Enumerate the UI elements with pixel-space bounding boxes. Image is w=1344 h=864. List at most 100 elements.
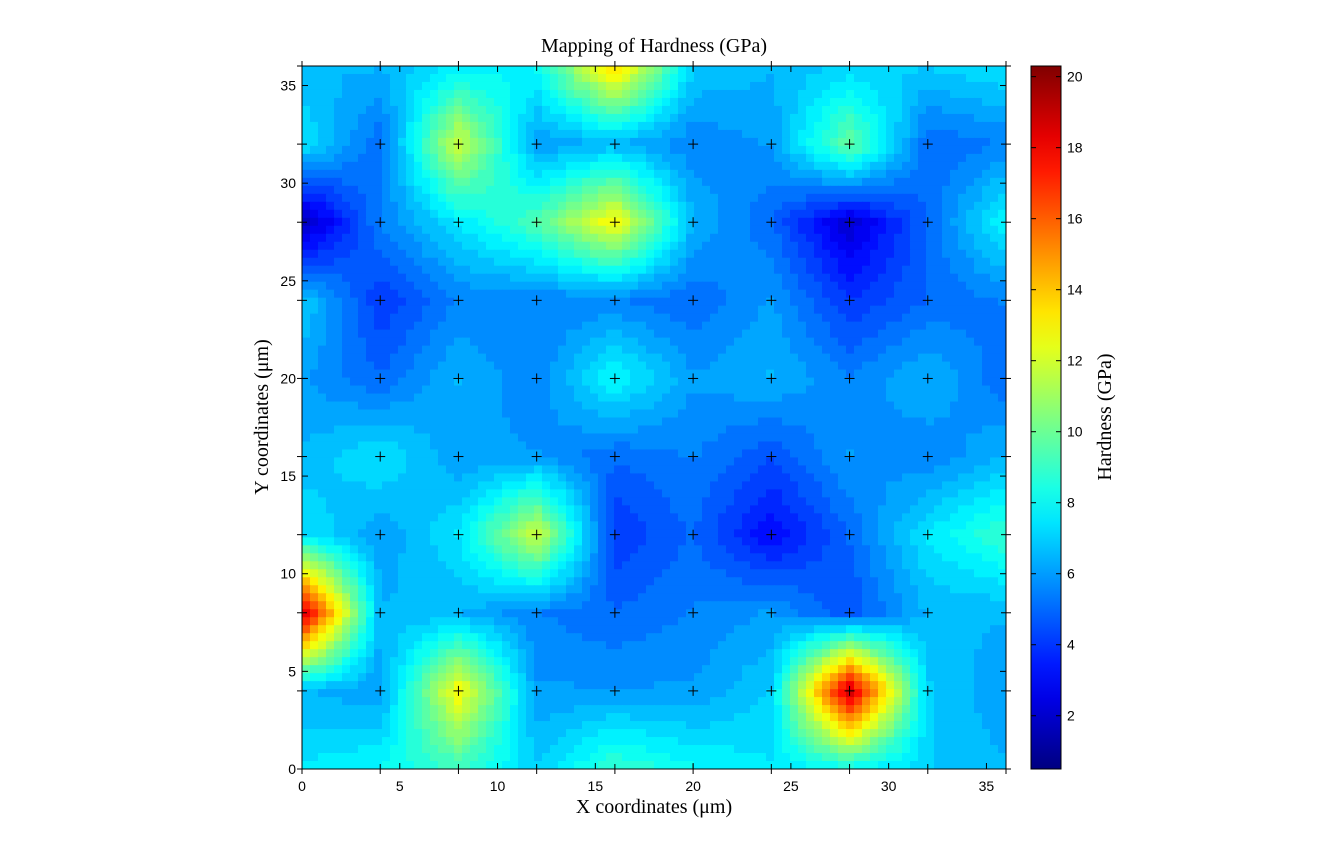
contour-cell xyxy=(406,337,415,347)
contour-cell xyxy=(670,481,679,490)
contour-cell xyxy=(910,209,919,219)
contour-cell xyxy=(870,249,879,259)
contour-cell xyxy=(638,233,647,243)
contour-cell xyxy=(414,465,423,475)
contour-cell xyxy=(382,465,391,475)
contour-cell xyxy=(654,145,663,155)
contour-cell xyxy=(382,441,391,451)
contour-cell xyxy=(374,393,383,403)
contour-cell xyxy=(694,313,703,323)
contour-cell xyxy=(350,361,359,371)
contour-cell xyxy=(654,385,663,395)
contour-cell xyxy=(910,417,919,427)
contour-cell xyxy=(494,257,503,267)
contour-cell xyxy=(326,369,335,379)
contour-cell xyxy=(630,233,639,243)
contour-cell xyxy=(910,73,919,83)
contour-cell xyxy=(478,489,487,498)
contour-cell xyxy=(302,377,311,387)
contour-cell xyxy=(406,217,415,227)
contour-cell xyxy=(774,225,783,235)
contour-cell xyxy=(662,73,671,83)
contour-cell xyxy=(646,73,655,83)
contour-cell xyxy=(974,241,983,251)
contour-cell xyxy=(982,81,991,91)
contour-cell xyxy=(830,137,839,147)
contour-cell xyxy=(318,297,327,307)
contour-cell xyxy=(302,305,311,315)
contour-cell xyxy=(438,489,447,498)
contour-cell xyxy=(814,329,823,339)
contour-cell xyxy=(838,473,847,483)
contour-cell xyxy=(342,361,351,371)
contour-cell xyxy=(990,377,999,387)
contour-cell xyxy=(310,137,319,147)
contour-cell xyxy=(590,185,599,195)
contour-cell xyxy=(646,225,655,235)
contour-cell xyxy=(510,433,519,443)
contour-cell xyxy=(806,265,815,275)
contour-cell xyxy=(806,97,815,107)
contour-cell xyxy=(582,121,591,131)
contour-cell xyxy=(414,449,423,459)
contour-cell xyxy=(710,513,719,522)
contour-cell xyxy=(582,505,591,514)
contour-cell xyxy=(654,497,663,506)
contour-cell xyxy=(454,169,463,179)
contour-cell xyxy=(694,505,703,514)
contour-cell xyxy=(694,361,703,371)
contour-cell xyxy=(830,289,839,299)
contour-cell xyxy=(574,505,583,514)
contour-cell xyxy=(550,329,559,339)
contour-cell xyxy=(950,217,959,227)
contour-cell xyxy=(782,281,791,291)
contour-cell xyxy=(678,217,687,227)
contour-cell xyxy=(374,297,383,307)
contour-cell xyxy=(646,249,655,259)
contour-cell xyxy=(326,201,335,211)
contour-cell xyxy=(990,321,999,331)
contour-cell xyxy=(382,225,391,235)
contour-cell xyxy=(342,481,351,490)
contour-cell xyxy=(950,329,959,339)
contour-cell xyxy=(670,153,679,163)
contour-cell xyxy=(438,481,447,490)
contour-cell xyxy=(518,73,527,83)
contour-cell xyxy=(566,385,575,395)
contour-cell xyxy=(870,241,879,251)
contour-cell xyxy=(942,433,951,443)
contour-cell xyxy=(478,369,487,379)
contour-cell xyxy=(902,409,911,419)
contour-cell xyxy=(478,185,487,195)
contour-cell xyxy=(950,153,959,163)
contour-cell xyxy=(510,409,519,419)
contour-cell xyxy=(838,457,847,467)
contour-cell xyxy=(558,113,567,123)
contour-cell xyxy=(614,433,623,443)
contour-cell xyxy=(462,313,471,323)
contour-cell xyxy=(830,265,839,275)
contour-cell xyxy=(358,505,367,514)
contour-cell xyxy=(982,417,991,427)
contour-cell xyxy=(430,273,439,283)
contour-cell xyxy=(710,265,719,275)
contour-cell xyxy=(670,321,679,331)
contour-cell xyxy=(806,137,815,147)
contour-cell xyxy=(990,441,999,451)
contour-cell xyxy=(878,321,887,331)
contour-cell xyxy=(838,497,847,506)
contour-cell xyxy=(846,233,855,243)
contour-cell xyxy=(422,297,431,307)
contour-cell xyxy=(518,409,527,419)
contour-cell xyxy=(678,66,687,75)
contour-cell xyxy=(454,273,463,283)
contour-cell xyxy=(414,481,423,490)
contour-cell xyxy=(318,473,327,483)
contour-cell xyxy=(462,233,471,243)
contour-cell xyxy=(846,385,855,395)
contour-cell xyxy=(462,425,471,435)
contour-cell xyxy=(830,217,839,227)
contour-cell xyxy=(678,385,687,395)
contour-cell xyxy=(478,313,487,323)
contour-cell xyxy=(334,497,343,506)
